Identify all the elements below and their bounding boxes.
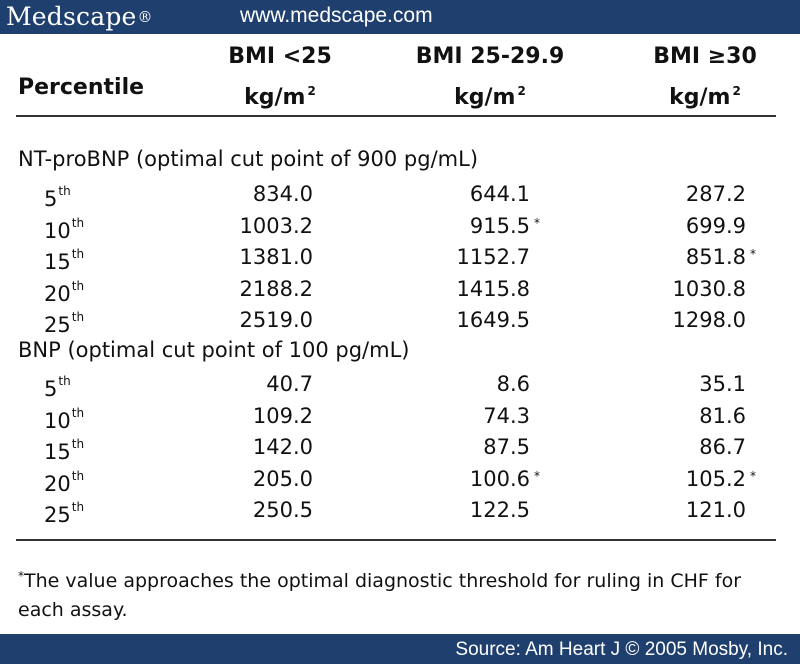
- value-cell-col1: 2519.0: [239, 308, 313, 332]
- value-cell-col2: 644.1: [469, 182, 530, 206]
- percentile-label: 25th: [44, 500, 85, 527]
- table-row: 25th 2519.0 1649.5 1298.0: [0, 302, 800, 337]
- value-cell-col2: 122.5: [469, 498, 530, 522]
- table-row: 20th 2188.2 1415.8 1030.8: [0, 271, 800, 306]
- value-cell-col2: 1152.7: [456, 245, 530, 269]
- percentile-label: 15th: [44, 437, 85, 464]
- table-row: 15th 1381.0 1152.7 851.8 *: [0, 239, 800, 274]
- table-row: 10th 109.2 74.3 81.6: [0, 398, 800, 433]
- section-title-nt-probnp: NT-proBNP (optimal cut point of 900 pg/m…: [18, 147, 479, 171]
- percentile-label: 15th: [44, 247, 85, 274]
- table-row: 5th 40.7 8.6 35.1: [0, 366, 800, 401]
- table-row: 15th 142.0 87.5 86.7: [0, 429, 800, 464]
- percentile-label: 20th: [44, 278, 85, 306]
- value-cell-col1: 142.0: [252, 435, 313, 459]
- percentile-label: 10th: [44, 405, 85, 433]
- value-cell-col2: 87.5: [483, 435, 530, 459]
- value-cell-col3: 1298.0: [672, 308, 746, 332]
- value-cell-col2: 915.5 *: [469, 213, 540, 238]
- medscape-logo[interactable]: Medscape®: [6, 2, 153, 31]
- percentile-label: 25th: [44, 310, 85, 337]
- top-banner: Medscape® www.medscape.com: [0, 0, 800, 34]
- header-percentile: Percentile: [18, 75, 145, 100]
- header-rule: [16, 115, 776, 117]
- percentile-label: 20th: [44, 468, 85, 496]
- table-bottom-rule: [16, 539, 776, 541]
- value-cell-col1: 40.7: [266, 372, 313, 396]
- value-cell-col3: 81.6: [699, 403, 746, 428]
- value-cell-col2: 1415.8: [456, 276, 530, 301]
- header-bmi-25-29-9: BMI 25-29.9 kg/m 2: [415, 44, 565, 110]
- table-row: 20th 205.0 100.6 * 105.2 *: [0, 461, 800, 496]
- value-cell-col2: 1649.5: [456, 308, 530, 332]
- header-bmi-lt-25: BMI <25 kg/m 2: [228, 44, 332, 110]
- table-row: 10th 1003.2 915.5 * 699.9: [0, 208, 800, 243]
- value-cell-col3: 1030.8: [672, 276, 746, 301]
- value-cell-col1: 2188.2: [239, 276, 313, 301]
- value-cell-col3: 287.2: [685, 182, 746, 206]
- percentile-label: 5th: [44, 184, 71, 211]
- bottom-banner: Source: Am Heart J © 2005 Mosby, Inc.: [0, 634, 800, 664]
- value-cell-col1: 834.0: [252, 182, 313, 206]
- header-bmi-ge-30: BMI ≥30 kg/m 2: [653, 44, 757, 110]
- source-credit: Source: Am Heart J © 2005 Mosby, Inc.: [455, 639, 788, 660]
- value-cell-col1: 205.0: [252, 466, 313, 491]
- table-row: 5th 834.0 644.1 287.2: [0, 176, 800, 211]
- section-title-bnp: BNP (optimal cut point of 100 pg/mL): [18, 338, 410, 362]
- value-cell-col3: 105.2 *: [685, 466, 756, 491]
- value-cell-col1: 1381.0: [239, 245, 313, 269]
- percentile-label: 5th: [44, 374, 71, 401]
- value-cell-col2: 100.6 *: [469, 466, 540, 491]
- value-cell-col3: 35.1: [699, 372, 746, 396]
- value-cell-col1: 109.2: [252, 403, 313, 428]
- table-row: 25th 250.5 122.5 121.0: [0, 492, 800, 527]
- percentile-label: 10th: [44, 215, 85, 243]
- value-cell-col3: 121.0: [685, 498, 746, 522]
- value-cell-col3: 851.8 *: [685, 245, 756, 269]
- value-cell-col3: 86.7: [699, 435, 746, 459]
- footnote: *The value approaches the optimal diagno…: [18, 569, 742, 621]
- value-cell-col1: 250.5: [252, 498, 313, 522]
- value-cell-col2: 8.6: [496, 372, 530, 396]
- site-url[interactable]: www.medscape.com: [240, 4, 433, 27]
- value-cell-col2: 74.3: [483, 403, 530, 428]
- value-cell-col3: 699.9: [685, 213, 746, 238]
- value-cell-col1: 1003.2: [239, 213, 313, 238]
